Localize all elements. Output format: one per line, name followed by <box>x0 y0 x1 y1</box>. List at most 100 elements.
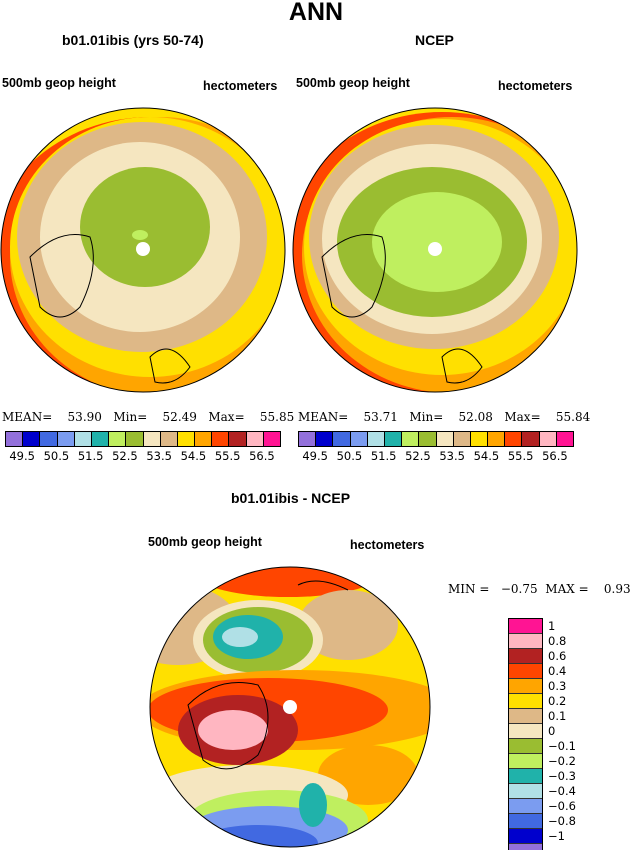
colorbar-swatch <box>509 649 542 664</box>
colorbar-swatch <box>509 769 542 784</box>
colorbar-swatch <box>509 724 542 739</box>
colorbar-label: 52.5 <box>112 449 138 463</box>
max-label: MAX = <box>545 582 589 596</box>
colorbar-swatch <box>160 432 178 446</box>
colorbar-swatch <box>509 679 542 694</box>
colorbar-label: 0.6 <box>548 649 567 663</box>
min-label: MIN = <box>448 582 490 596</box>
colorbar-swatch <box>40 432 58 446</box>
colorbar-label: −0.2 <box>548 754 576 768</box>
colorbar-swatch <box>246 432 264 446</box>
max-value: 55.85 <box>259 410 295 424</box>
colorbar-swatch <box>143 432 161 446</box>
colorbar-label: 49.5 <box>302 449 328 463</box>
colorbar-swatch <box>509 709 542 724</box>
colorbar-swatch <box>177 432 196 446</box>
colorbar-label: 51.5 <box>370 449 397 463</box>
colorbar-swatch <box>126 432 144 446</box>
mean-label: MEAN= <box>2 410 53 424</box>
colorbar-swatch <box>402 432 420 446</box>
colorbar-swatch <box>509 664 542 679</box>
colorbar-label: 52.5 <box>405 449 431 463</box>
colorbar-swatch <box>316 432 334 446</box>
colorbar-swatch <box>509 799 542 814</box>
colorbar-swatch <box>509 739 542 754</box>
colorbar-swatch <box>212 432 230 446</box>
min-value: 52.08 <box>458 410 493 424</box>
mean-value: 53.71 <box>363 410 398 424</box>
units-label-ncep: hectometers <box>498 79 573 93</box>
colorbar-label: 54.5 <box>180 449 207 463</box>
colorbar-swatch <box>333 432 351 446</box>
colorbar-swatch <box>195 432 213 446</box>
colorbar-ncep <box>298 431 574 447</box>
diff-variable-label: 500mb geop height <box>148 535 262 549</box>
colorbar-label: 56.5 <box>542 449 568 463</box>
min-label: Min= <box>409 410 444 424</box>
colorbar-swatch <box>488 432 506 446</box>
polar-map-ncep <box>292 107 578 393</box>
colorbar-swatch <box>453 432 471 446</box>
max-label: Max= <box>208 410 245 424</box>
colorbar-swatch <box>509 619 542 634</box>
colorbar-swatch <box>509 844 542 850</box>
colorbar-swatch <box>509 814 542 829</box>
colorbar-label: −0.1 <box>548 739 576 753</box>
colorbar-label: 0.3 <box>548 679 567 693</box>
colorbar-swatch <box>556 432 573 446</box>
colorbar-label: 55.5 <box>507 449 534 463</box>
colorbar-swatch <box>299 432 317 446</box>
colorbar-label: 53.5 <box>439 449 465 463</box>
panel-title-ncep: NCEP <box>415 32 454 48</box>
colorbar-swatch <box>350 432 368 446</box>
colorbar-label: −0.6 <box>548 799 576 813</box>
colorbar-label: 54.5 <box>473 449 500 463</box>
figure-title: ANN <box>288 0 344 26</box>
colorbar-swatch <box>109 432 127 446</box>
mean-label: MEAN= <box>298 410 349 424</box>
colorbar-swatch <box>23 432 41 446</box>
colorbar-label: 0.1 <box>548 709 567 723</box>
max-label: Max= <box>504 410 541 424</box>
colorbar-label: −1 <box>548 829 565 843</box>
min-value: −0.75 <box>500 582 538 596</box>
colorbar-label: 0.2 <box>548 694 567 708</box>
colorbar-swatch <box>509 829 542 844</box>
panel-title-model: b01.01ibis (yrs 50-74) <box>62 32 204 48</box>
colorbar-label: 0 <box>548 724 556 738</box>
colorbar-swatch <box>505 432 523 446</box>
polar-map-model <box>0 107 286 393</box>
units-label-model: hectometers <box>203 79 278 93</box>
colorbar-label: 0.4 <box>548 664 567 678</box>
colorbar-label: 56.5 <box>249 449 275 463</box>
diff-minmax: MIN = −0.75 MAX = 0.93 <box>448 582 631 596</box>
polar-map-difference <box>149 566 431 848</box>
colorbar-swatch <box>91 432 110 446</box>
colorbar-swatch <box>539 432 557 446</box>
colorbar-swatch <box>522 432 540 446</box>
colorbar-swatch <box>263 432 280 446</box>
colorbar-swatch <box>470 432 489 446</box>
colorbar-swatch <box>367 432 385 446</box>
colorbar-label: 50.5 <box>336 449 363 463</box>
colorbar-swatch <box>384 432 403 446</box>
colorbar-label: 50.5 <box>43 449 70 463</box>
colorbar-label: −0.8 <box>548 814 576 828</box>
colorbar-model <box>5 431 281 447</box>
min-label: Min= <box>113 410 148 424</box>
colorbar-swatch <box>509 754 542 769</box>
colorbar-label: −0.4 <box>548 784 576 798</box>
colorbar-swatch <box>419 432 437 446</box>
colorbar-swatch <box>509 634 542 649</box>
diff-title: b01.01ibis - NCEP <box>231 490 351 506</box>
colorbar-label: 1 <box>548 619 556 633</box>
colorbar-label: 0.8 <box>548 634 567 648</box>
colorbar-swatch <box>229 432 247 446</box>
colorbar-swatch <box>436 432 454 446</box>
colorbar-swatch <box>57 432 75 446</box>
mean-value: 53.90 <box>67 410 102 424</box>
colorbar-swatch <box>74 432 92 446</box>
colorbar-label: 51.5 <box>77 449 104 463</box>
colorbar-label: −0.3 <box>548 769 576 783</box>
diff-units-label: hectometers <box>350 538 425 552</box>
